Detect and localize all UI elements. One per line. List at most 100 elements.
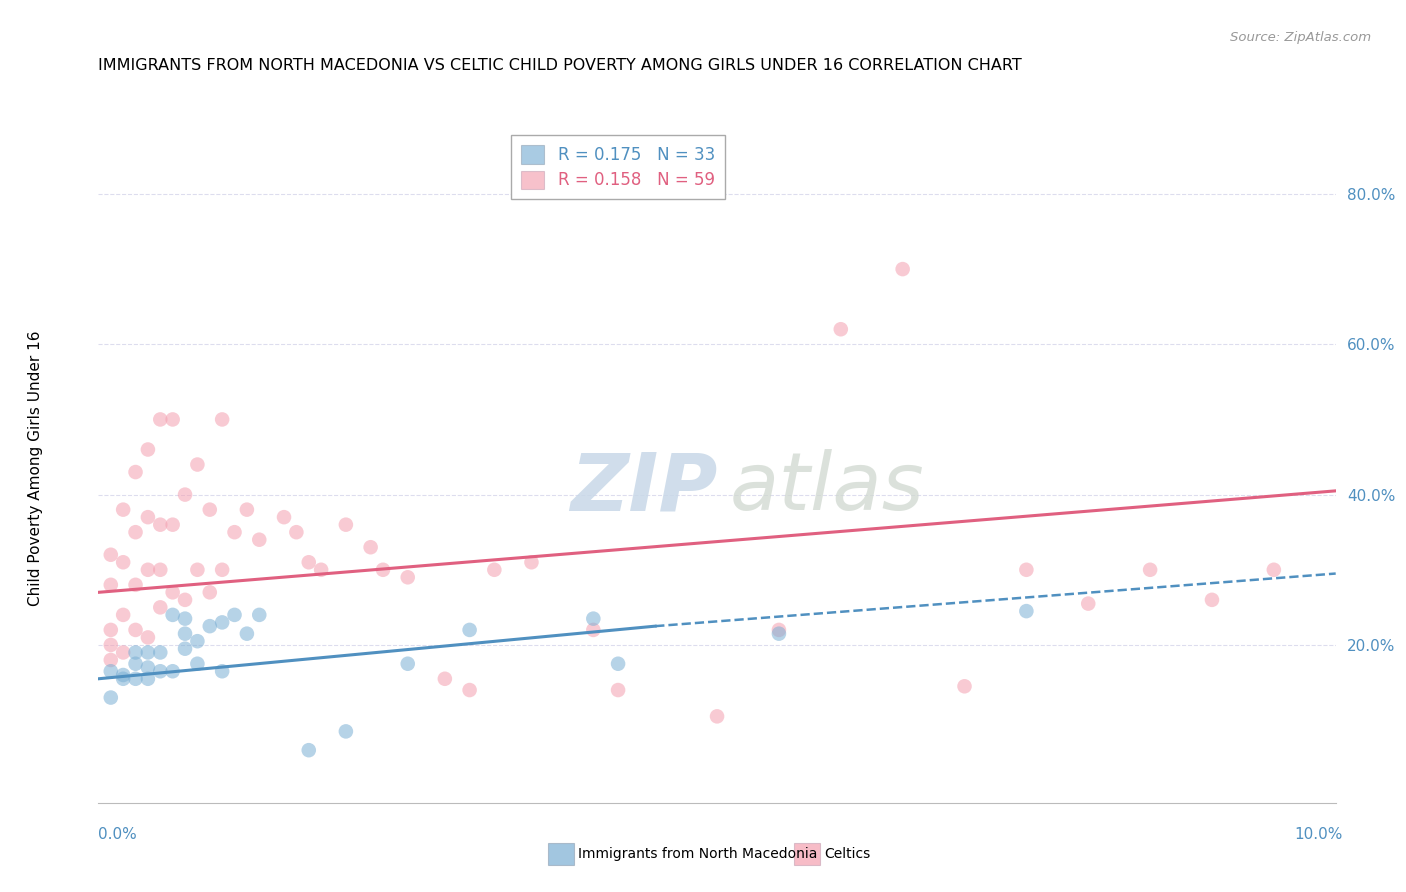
Point [162, 585, 184, 599]
Point [124, 525, 146, 540]
Point [247, 607, 270, 622]
Text: Celtics: Celtics [824, 847, 870, 861]
Point [100, 578, 122, 592]
Point [124, 657, 146, 671]
Point [149, 563, 172, 577]
Point [124, 672, 146, 686]
Point [186, 657, 208, 671]
Point [100, 623, 122, 637]
Point [112, 668, 135, 682]
Legend: R = 0.175   N = 33, R = 0.158   N = 59: R = 0.175 N = 33, R = 0.158 N = 59 [512, 136, 725, 200]
Point [211, 615, 233, 630]
Point [136, 631, 159, 645]
Point [186, 634, 208, 648]
Point [124, 623, 146, 637]
Point [162, 412, 184, 426]
Point [136, 660, 159, 674]
Point [335, 517, 357, 532]
Point [211, 412, 233, 426]
Point [186, 458, 208, 472]
Point [1015, 604, 1038, 618]
Point [236, 502, 259, 516]
Text: 0.0%: 0.0% [98, 827, 138, 841]
Point [162, 607, 184, 622]
Point [247, 533, 270, 547]
Text: Source: ZipAtlas.com: Source: ZipAtlas.com [1230, 31, 1371, 45]
Point [136, 510, 159, 524]
Point [149, 645, 172, 659]
Point [174, 612, 197, 626]
Point [433, 672, 456, 686]
Point [224, 525, 246, 540]
Point [100, 548, 122, 562]
Point [136, 442, 159, 457]
Point [309, 563, 332, 577]
Point [1201, 592, 1223, 607]
Point [706, 709, 728, 723]
Point [273, 510, 295, 524]
Point [298, 555, 321, 569]
Point [149, 665, 172, 679]
Point [100, 690, 122, 705]
Point [582, 623, 605, 637]
Point [768, 623, 790, 637]
Point [174, 641, 197, 656]
Text: 10.0%: 10.0% [1295, 827, 1343, 841]
Point [162, 665, 184, 679]
Point [396, 657, 419, 671]
Point [953, 679, 976, 693]
Point [360, 540, 382, 554]
Text: Child Poverty Among Girls Under 16: Child Poverty Among Girls Under 16 [28, 331, 42, 606]
Point [112, 555, 135, 569]
Point [1139, 563, 1161, 577]
Point [136, 645, 159, 659]
Point [198, 585, 221, 599]
Point [211, 665, 233, 679]
Point [1263, 563, 1285, 577]
Point [124, 645, 146, 659]
Point [174, 592, 197, 607]
Point [458, 623, 481, 637]
Point [607, 683, 630, 698]
Point [136, 672, 159, 686]
Point [1077, 597, 1099, 611]
Point [830, 322, 852, 336]
Point [100, 653, 122, 667]
Point [112, 502, 135, 516]
Point [124, 578, 146, 592]
Point [124, 465, 146, 479]
Point [198, 619, 221, 633]
Point [224, 607, 246, 622]
Point [458, 683, 481, 698]
Point [484, 563, 506, 577]
Point [396, 570, 419, 584]
Point [112, 645, 135, 659]
Text: ZIP: ZIP [569, 450, 717, 527]
Point [149, 412, 172, 426]
Point [162, 517, 184, 532]
Point [112, 607, 135, 622]
Point [198, 502, 221, 516]
Point [335, 724, 357, 739]
Point [112, 672, 135, 686]
Point [285, 525, 308, 540]
Text: Immigrants from North Macedonia: Immigrants from North Macedonia [578, 847, 817, 861]
Point [298, 743, 321, 757]
Text: IMMIGRANTS FROM NORTH MACEDONIA VS CELTIC CHILD POVERTY AMONG GIRLS UNDER 16 COR: IMMIGRANTS FROM NORTH MACEDONIA VS CELTI… [98, 58, 1022, 73]
Point [891, 262, 914, 277]
Point [768, 626, 790, 640]
Point [520, 555, 543, 569]
Point [186, 563, 208, 577]
Point [371, 563, 394, 577]
Point [174, 487, 197, 501]
Point [136, 563, 159, 577]
Point [149, 517, 172, 532]
Point [1015, 563, 1038, 577]
Point [100, 665, 122, 679]
Point [582, 612, 605, 626]
Point [236, 626, 259, 640]
Text: atlas: atlas [730, 450, 924, 527]
Point [211, 563, 233, 577]
Point [607, 657, 630, 671]
Point [174, 626, 197, 640]
